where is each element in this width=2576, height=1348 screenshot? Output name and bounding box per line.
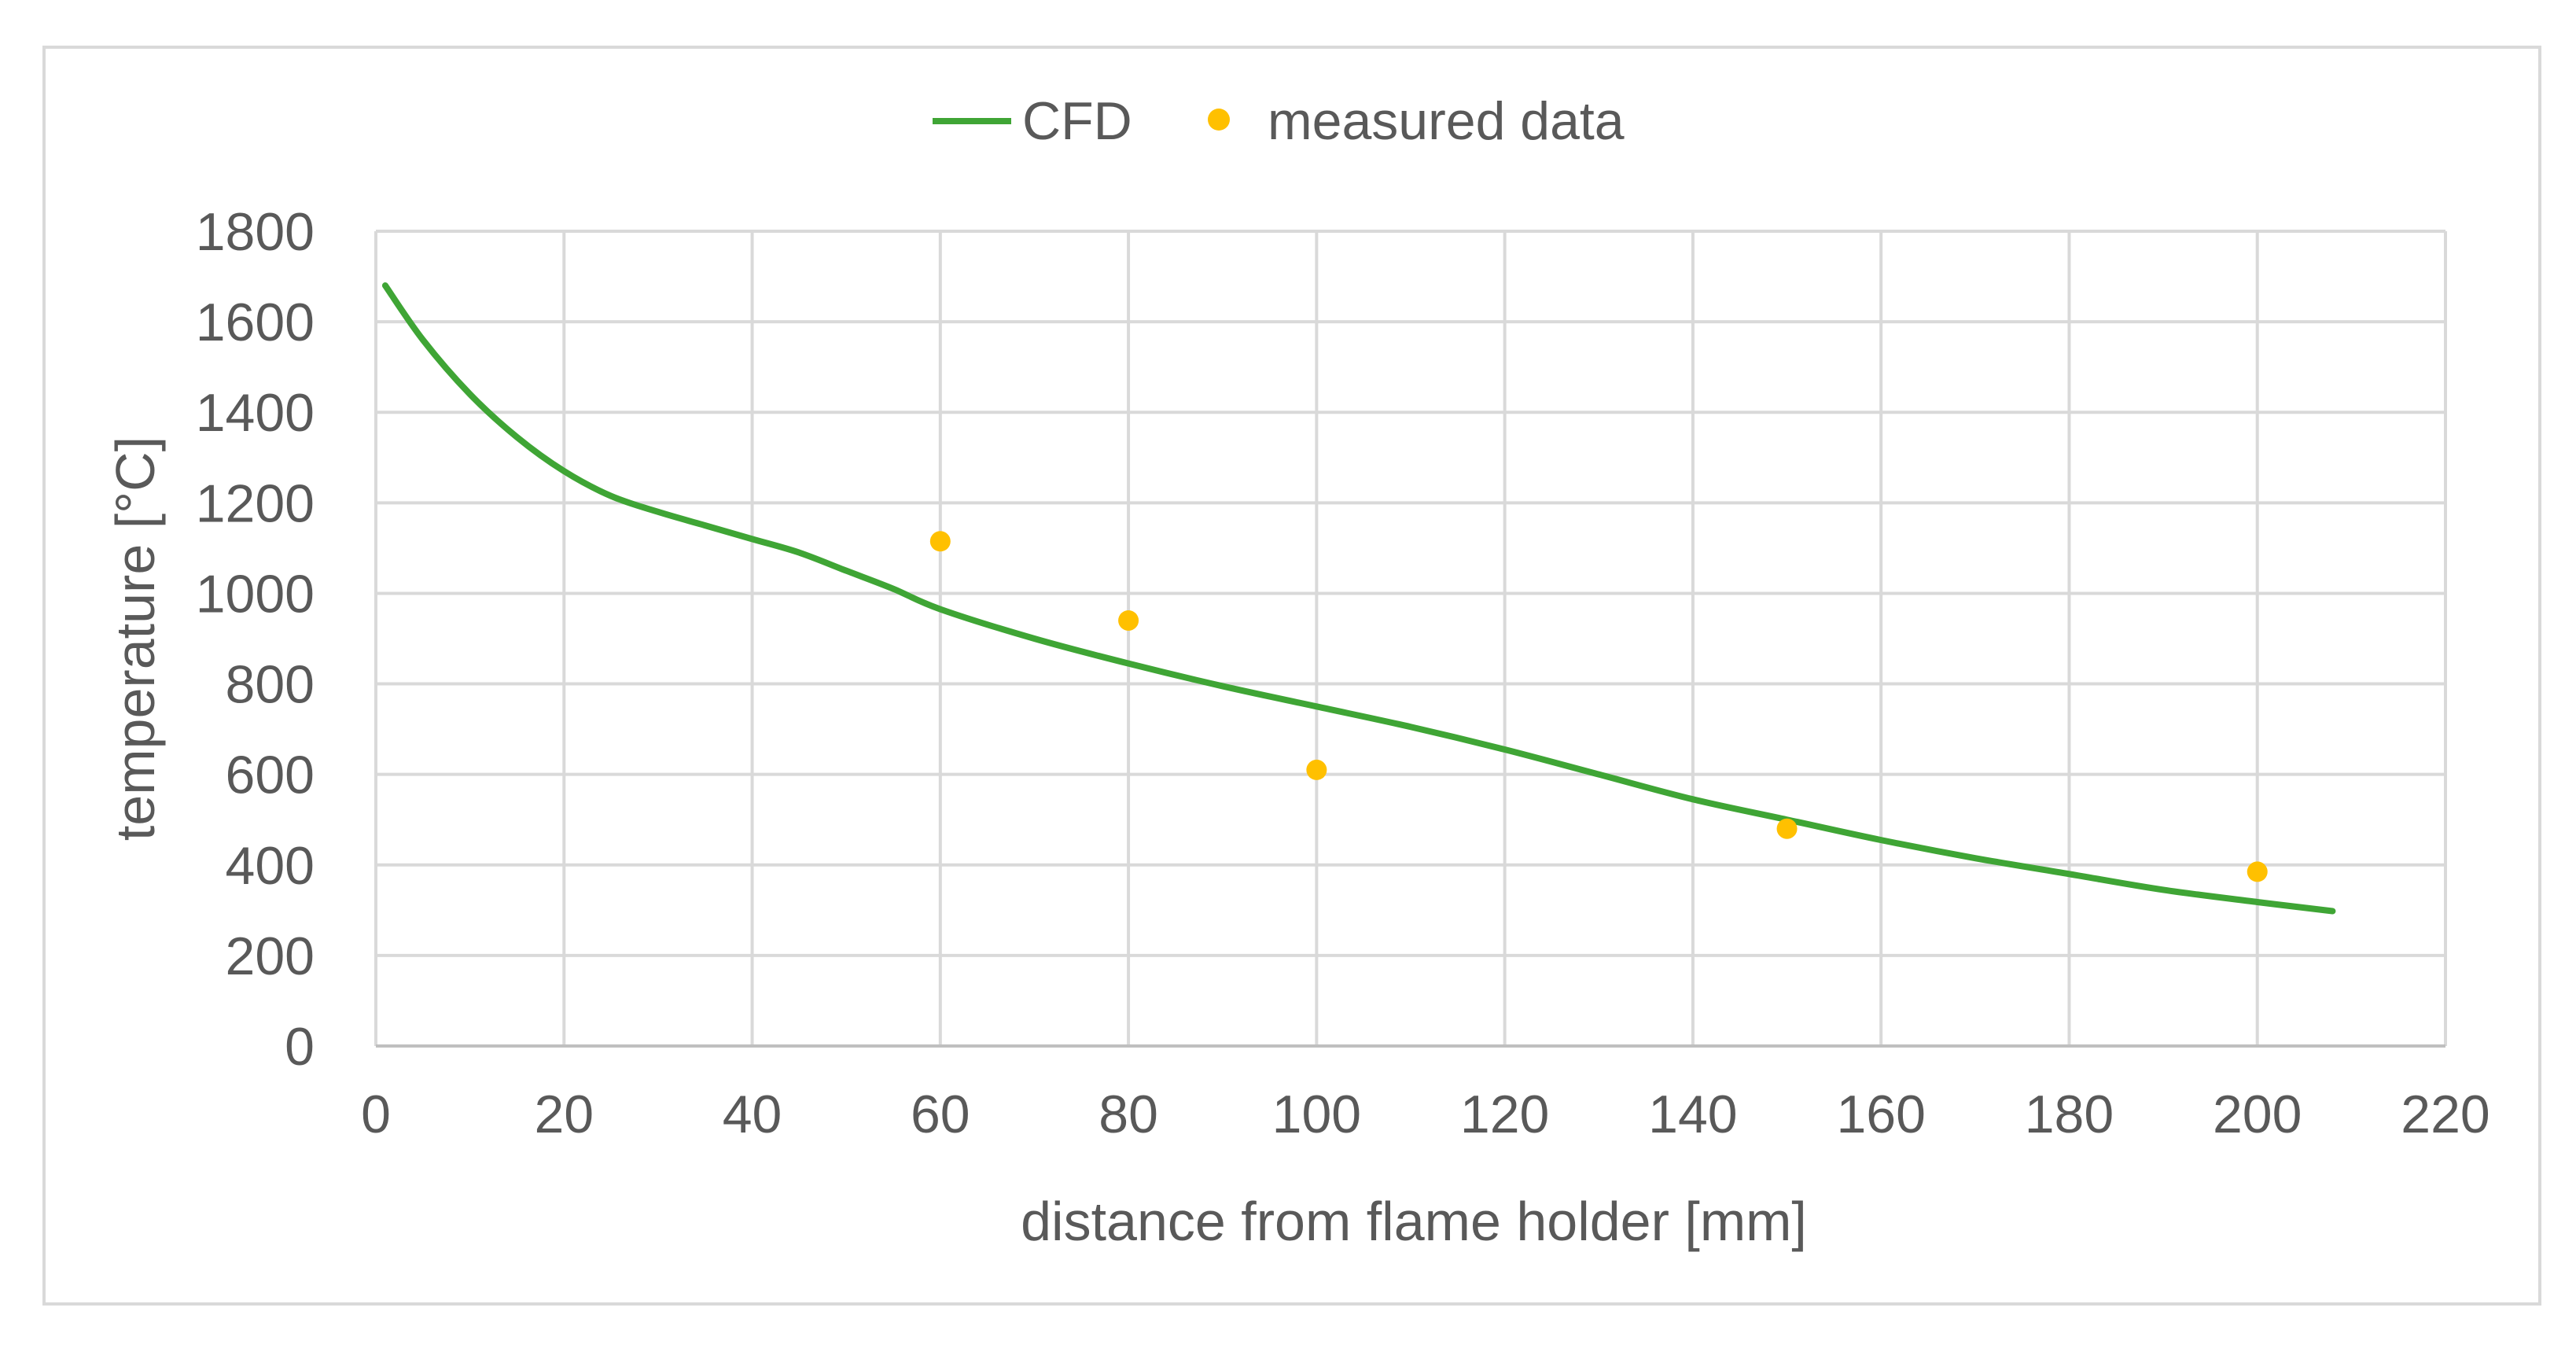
x-tick-label: 180 [2025,1085,2114,1144]
chart-frame [42,46,2541,1306]
y-tick-label: 1600 [196,293,315,352]
cfd-series-line [381,282,2336,915]
measured-data-point [1118,610,1139,631]
y-tick-label: 1200 [196,473,315,533]
measured-data-point [1776,818,1798,839]
y-tick-label: 400 [226,836,315,896]
x-tick-label: 120 [1460,1085,1549,1144]
x-axis-title: distance from flame holder [mm] [1021,1191,1807,1252]
legend: CFD measured data [933,91,1625,151]
x-tick-label: 80 [1098,1085,1158,1144]
measured-data-point [929,531,951,552]
y-tick-label: 0 [285,1017,315,1077]
measured-data-point [2247,861,2268,882]
x-tick-label: 140 [1648,1085,1737,1144]
y-tick-label: 1400 [196,383,315,443]
y-tick-label: 200 [226,926,315,986]
y-tick-label: 1800 [196,202,315,262]
x-tick-label: 40 [723,1085,782,1144]
y-tick-label: 600 [226,746,315,805]
measured-data-point [1306,759,1327,780]
x-tick-label: 100 [1272,1085,1361,1144]
legend-measured-marker-swatch [1208,109,1230,131]
legend-measured-label: measured data [1268,91,1625,151]
gridlines [374,230,2447,1046]
series [381,282,2336,915]
x-tick-label: 160 [1836,1085,1925,1144]
x-tick-label: 0 [361,1085,391,1144]
tick-labels: 0 200 400 600 800 1000 1200 1400 1600 1800 0 20 40 60… [196,202,2490,1144]
x-tick-label: 20 [534,1085,594,1144]
legend-cfd-label: CFD [1022,91,1132,151]
y-tick-label: 800 [226,655,315,715]
x-tick-label: 200 [2213,1085,2302,1144]
y-axis-title: temperature [°C] [105,436,166,841]
x-tick-label: 220 [2401,1085,2490,1144]
y-tick-label: 1000 [196,564,315,624]
x-tick-label: 60 [911,1085,970,1144]
